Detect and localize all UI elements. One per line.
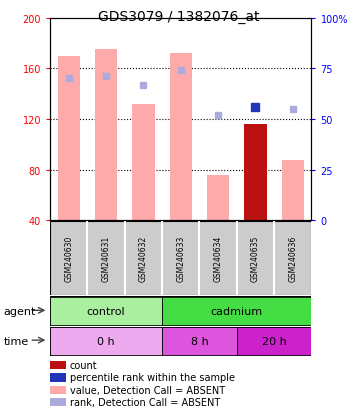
Text: count: count	[70, 360, 97, 370]
Text: GDS3079 / 1382076_at: GDS3079 / 1382076_at	[98, 10, 260, 24]
Text: GSM240630: GSM240630	[64, 235, 73, 282]
Text: GSM240636: GSM240636	[288, 235, 297, 282]
Bar	[237, 328, 311, 356]
Bar	[207, 176, 229, 221]
Text: 20 h: 20 h	[262, 337, 286, 347]
Bar	[58, 57, 80, 221]
Text: value, Detection Call = ABSENT: value, Detection Call = ABSENT	[70, 385, 225, 395]
Text: 8 h: 8 h	[190, 337, 208, 347]
Bar	[162, 297, 311, 326]
Text: control: control	[87, 306, 125, 316]
Text: GSM240633: GSM240633	[176, 235, 185, 282]
Text: GSM240632: GSM240632	[139, 235, 148, 282]
Text: percentile rank within the sample: percentile rank within the sample	[70, 373, 235, 382]
Text: GSM240635: GSM240635	[251, 235, 260, 282]
Bar	[50, 297, 162, 326]
Text: time: time	[4, 336, 29, 346]
Bar	[132, 104, 155, 221]
Text: GSM240634: GSM240634	[214, 235, 223, 282]
Bar	[95, 50, 117, 221]
Text: GSM240631: GSM240631	[102, 235, 111, 282]
Text: rank, Detection Call = ABSENT: rank, Detection Call = ABSENT	[70, 397, 220, 407]
Bar	[244, 125, 267, 221]
Bar	[50, 328, 162, 356]
Text: agent: agent	[4, 306, 36, 316]
Bar	[170, 54, 192, 221]
Bar	[162, 328, 237, 356]
Text: 0 h: 0 h	[97, 337, 115, 347]
Text: cadmium: cadmium	[211, 306, 263, 316]
Bar	[282, 160, 304, 221]
